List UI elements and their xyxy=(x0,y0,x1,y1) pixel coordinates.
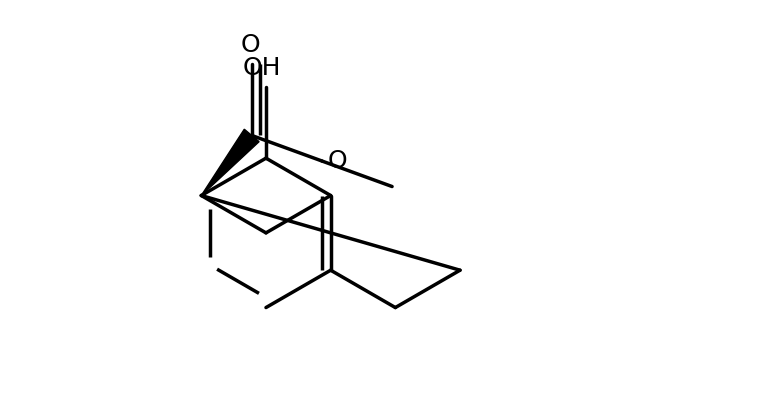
Text: O: O xyxy=(328,149,348,173)
Polygon shape xyxy=(202,129,259,195)
Text: OH: OH xyxy=(242,56,281,80)
Text: O: O xyxy=(240,33,260,57)
